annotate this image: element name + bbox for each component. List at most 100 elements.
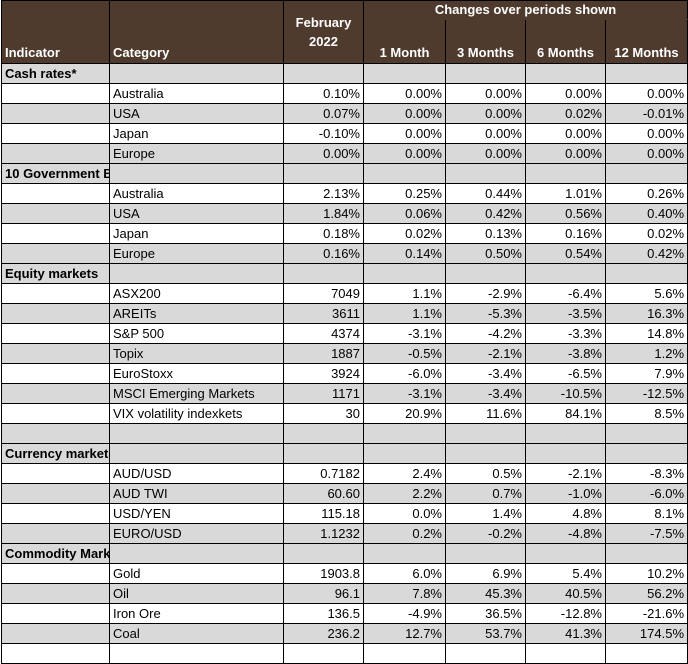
table-row: AREITs 3611 1.1% -5.3% -3.5% 16.3% bbox=[1, 303, 688, 324]
empty-cell bbox=[604, 443, 688, 464]
empty-cell bbox=[283, 543, 364, 564]
category-cell: Topix bbox=[109, 343, 284, 364]
value-cell: 0.10% bbox=[283, 83, 364, 104]
table-row: Gold 1903.8 6.0% 6.9% 5.4% 10.2% bbox=[1, 563, 688, 584]
change-cell: -7.5% bbox=[604, 523, 688, 544]
section-title: Currency markets bbox=[1, 443, 110, 464]
table-row: Europe 0.00% 0.00% 0.00% 0.00% 0.00% bbox=[1, 143, 688, 164]
change-cell bbox=[604, 423, 688, 444]
change-cell: 0.40% bbox=[604, 203, 688, 224]
table-body: Cash rates* Australia 0.10% 0.00% 0.00% 0.00%… bbox=[1, 63, 688, 664]
change-cell: -4.8% bbox=[525, 523, 606, 544]
change-cell: 0.42% bbox=[604, 243, 688, 264]
change-cell: 6.9% bbox=[445, 563, 526, 584]
change-cell: 7.9% bbox=[604, 363, 688, 384]
category-cell bbox=[109, 423, 284, 444]
value-cell: 0.7182 bbox=[283, 463, 364, 484]
empty-cell bbox=[283, 63, 364, 84]
indicator-cell bbox=[1, 583, 110, 604]
change-cell: 0.00% bbox=[445, 143, 526, 164]
table-row: Australia 0.10% 0.00% 0.00% 0.00% 0.00% bbox=[1, 83, 688, 104]
table-row: EURO/USD 1.1232 0.2% -0.2% -4.8% -7.5% bbox=[1, 523, 688, 544]
change-cell: 0.00% bbox=[525, 83, 606, 104]
change-cell: 0.16% bbox=[525, 223, 606, 244]
value-cell: 0.00% bbox=[283, 143, 364, 164]
category-header: Category bbox=[109, 0, 284, 64]
empty-cell bbox=[283, 163, 364, 184]
value-cell: 1903.8 bbox=[283, 563, 364, 584]
category-cell: AUD/USD bbox=[109, 463, 284, 484]
empty-cell bbox=[604, 163, 688, 184]
change-cell: 41.3% bbox=[525, 623, 606, 644]
change-cell: 1.1% bbox=[363, 283, 446, 304]
period-header-3m: 3 Months bbox=[445, 19, 526, 64]
indicator-cell bbox=[1, 83, 110, 104]
category-cell: Japan bbox=[109, 223, 284, 244]
category-cell: AUD TWI bbox=[109, 483, 284, 504]
change-cell: -6.4% bbox=[525, 283, 606, 304]
change-cell: 84.1% bbox=[525, 403, 606, 424]
change-cell: 45.3% bbox=[445, 583, 526, 604]
empty-cell bbox=[525, 163, 606, 184]
value-cell bbox=[283, 423, 364, 444]
indicator-cell bbox=[1, 363, 110, 384]
change-cell: -3.1% bbox=[363, 323, 446, 344]
table-row: S&P 500 4374 -3.1% -4.2% -3.3% 14.8% bbox=[1, 323, 688, 344]
value-cell: 1.84% bbox=[283, 203, 364, 224]
value-cell: 30 bbox=[283, 403, 364, 424]
category-cell: Coal bbox=[109, 623, 284, 644]
empty-cell bbox=[604, 263, 688, 284]
section-title: 10 Government Bond Yields* bbox=[1, 163, 110, 184]
category-cell: AREITs bbox=[109, 303, 284, 324]
empty-cell bbox=[445, 543, 526, 564]
change-cell bbox=[445, 423, 526, 444]
period-header-12m: 12 Months bbox=[604, 19, 688, 64]
change-cell: 0.02% bbox=[525, 103, 606, 124]
empty-cell bbox=[283, 263, 364, 284]
empty-cell bbox=[525, 263, 606, 284]
change-cell: -6.0% bbox=[363, 363, 446, 384]
indicator-cell bbox=[1, 563, 110, 584]
change-cell: 174.5% bbox=[604, 623, 688, 644]
change-cell: 8.5% bbox=[604, 403, 688, 424]
indicator-cell bbox=[1, 483, 110, 504]
indicator-cell bbox=[1, 343, 110, 364]
change-cell: -2.9% bbox=[445, 283, 526, 304]
change-cell: -12.5% bbox=[604, 383, 688, 404]
section-header-row: Equity markets bbox=[1, 263, 688, 284]
change-cell: 0.00% bbox=[525, 123, 606, 144]
change-cell: 0.2% bbox=[363, 523, 446, 544]
change-cell: -4.9% bbox=[363, 603, 446, 624]
change-cell: -6.0% bbox=[604, 483, 688, 504]
change-cell: 0.42% bbox=[445, 203, 526, 224]
change-cell: -4.2% bbox=[445, 323, 526, 344]
value-cell: 3611 bbox=[283, 303, 364, 324]
indicator-cell bbox=[1, 123, 110, 144]
change-cell: -0.5% bbox=[363, 343, 446, 364]
table-row: USA 0.07% 0.00% 0.00% 0.02% -0.01% bbox=[1, 103, 688, 124]
empty-cell bbox=[604, 63, 688, 84]
period-header-6m: 6 Months bbox=[525, 19, 606, 64]
indicator-cell bbox=[1, 383, 110, 404]
empty-cell bbox=[363, 443, 446, 464]
section-title: Cash rates* bbox=[1, 63, 110, 84]
value-cell: 236.2 bbox=[283, 623, 364, 644]
period-header-1m: 1 Month bbox=[363, 19, 446, 64]
header-row-top: Indicator Category February 2022 Changes… bbox=[1, 0, 688, 64]
table-row: Japan -0.10% 0.00% 0.00% 0.00% 0.00% bbox=[1, 123, 688, 144]
empty-cell bbox=[363, 63, 446, 84]
table-row: Iron Ore 136.5 -4.9% 36.5% -12.8% -21.6% bbox=[1, 603, 688, 624]
category-cell: MSCI Emerging Markets bbox=[109, 383, 284, 404]
change-cell: 4.8% bbox=[525, 503, 606, 524]
table-row: MSCI Emerging Markets 1171 -3.1% -3.4% -10.5… bbox=[1, 383, 688, 404]
empty-cell bbox=[109, 263, 284, 284]
indicator-cell bbox=[1, 223, 110, 244]
change-cell bbox=[525, 423, 606, 444]
empty-cell bbox=[109, 163, 284, 184]
empty-cell bbox=[109, 543, 284, 564]
change-cell: -3.4% bbox=[445, 383, 526, 404]
empty-cell bbox=[109, 63, 284, 84]
change-cell: -10.5% bbox=[525, 383, 606, 404]
change-cell bbox=[363, 423, 446, 444]
